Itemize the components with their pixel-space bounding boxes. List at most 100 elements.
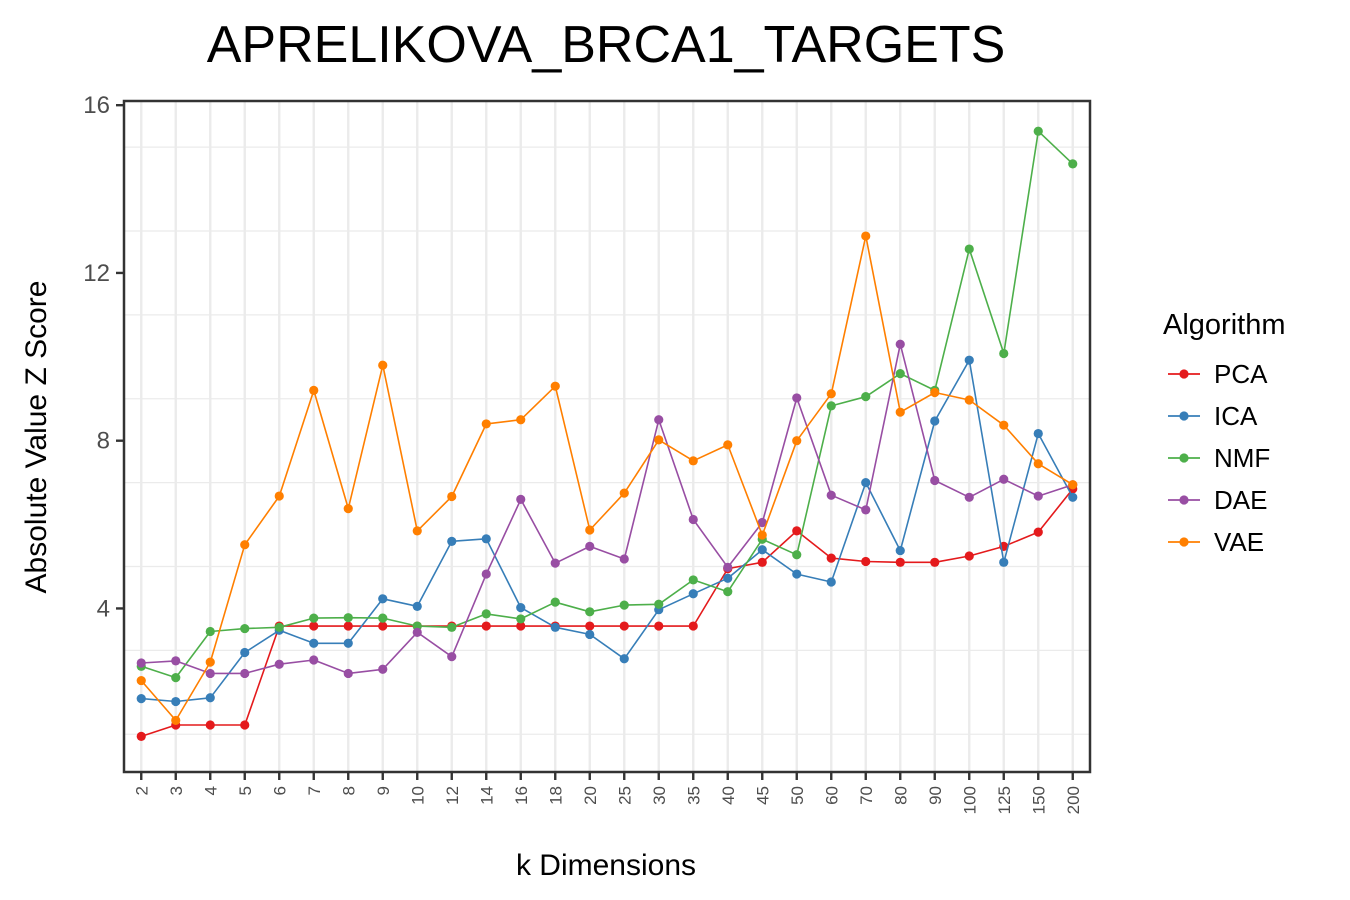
data-point-pca <box>895 557 905 567</box>
data-point-ica <box>826 577 836 587</box>
data-point-pca <box>792 526 802 536</box>
data-point-dae <box>516 494 526 505</box>
data-point-nmf <box>240 623 250 634</box>
legend-key-point <box>1179 453 1189 463</box>
data-point-dae <box>343 668 353 679</box>
data-point-pca <box>205 720 215 730</box>
series-line-ica <box>141 359 1074 703</box>
data-point-vae <box>412 526 422 536</box>
data-point-dae <box>378 664 388 674</box>
data-point-dae <box>240 668 250 679</box>
x-axis-title: k Dimensions <box>516 849 696 882</box>
data-point-ica <box>447 536 457 546</box>
data-point-ica <box>481 534 491 544</box>
data-point-pca <box>757 557 767 567</box>
data-point-vae <box>274 491 284 501</box>
data-point-vae <box>654 435 664 445</box>
data-point-ica <box>550 622 560 632</box>
data-point-vae <box>171 715 181 726</box>
x-tick-label: 200 <box>1064 786 1083 814</box>
x-tick-label: 4 <box>201 786 220 795</box>
x-tick-label: 90 <box>926 786 945 805</box>
x-tick-label: 6 <box>270 786 289 795</box>
x-tick-label: 100 <box>960 786 979 814</box>
x-tick-label: 10 <box>408 786 427 805</box>
data-point-vae <box>481 419 491 429</box>
data-point-vae <box>895 407 905 417</box>
data-point-dae <box>309 655 319 665</box>
data-point-pca <box>136 731 146 741</box>
y-axis: 4 8 12 16 <box>83 92 124 622</box>
data-point-pca <box>861 556 871 567</box>
data-point-pca <box>688 621 698 631</box>
data-point-nmf <box>619 600 629 610</box>
legend-label: ICA <box>1214 401 1258 431</box>
legend-label: DAE <box>1214 485 1267 515</box>
data-point-vae <box>792 436 802 446</box>
series-line-pca <box>141 488 1074 738</box>
data-point-ica <box>1068 492 1078 502</box>
x-axis: 2 3 4 5 6 7 8 9 10 12 14 16 18 20 25 30 35 40 45 50 60 70 80 90… <box>132 772 1083 814</box>
x-tick-label: 20 <box>581 786 600 805</box>
data-point-ica <box>757 545 767 555</box>
data-point-vae <box>688 456 698 466</box>
data-point-ica <box>205 693 215 703</box>
data-point-nmf <box>447 622 457 632</box>
data-point-vae <box>619 488 629 498</box>
legend-key-point <box>1179 369 1189 379</box>
data-point-ica <box>619 654 629 664</box>
data-point-nmf <box>205 626 215 637</box>
data-point-dae <box>412 627 422 637</box>
data-point-dae <box>688 514 698 525</box>
data-point-dae <box>723 562 733 572</box>
data-point-nmf <box>481 609 491 619</box>
data-point-nmf <box>343 613 353 623</box>
legend-label: VAE <box>1214 527 1264 557</box>
y-axis-title: Absolute Value Z Score <box>20 281 53 594</box>
x-tick-label: 25 <box>615 786 634 805</box>
x-tick-label: 9 <box>374 786 393 795</box>
data-point-ica <box>895 545 905 556</box>
data-point-vae <box>136 675 146 686</box>
data-point-nmf <box>550 597 560 607</box>
data-point-nmf <box>964 244 974 254</box>
x-tick-label: 125 <box>995 786 1014 814</box>
legend-item-dae: DAE <box>1168 485 1267 515</box>
series-vae <box>136 231 1078 726</box>
x-tick-label: 45 <box>753 786 772 805</box>
x-tick-label: 80 <box>891 786 910 805</box>
legend-label: PCA <box>1214 359 1268 389</box>
data-point-dae <box>861 505 871 515</box>
data-point-vae <box>723 440 733 450</box>
x-tick-label: 150 <box>1029 786 1048 814</box>
data-point-vae <box>447 491 457 502</box>
y-tick-label: 8 <box>97 428 110 455</box>
data-point-vae <box>930 387 940 398</box>
x-tick-label: 16 <box>512 786 531 805</box>
data-point-dae <box>550 558 560 568</box>
data-point-ica <box>723 573 733 583</box>
x-tick-label: 2 <box>132 786 151 795</box>
data-point-nmf <box>654 599 664 609</box>
data-point-nmf <box>516 614 526 624</box>
data-point-vae <box>309 385 319 395</box>
series-layer <box>136 126 1078 741</box>
series-line-nmf <box>141 130 1074 679</box>
data-point-vae <box>1068 480 1078 490</box>
data-point-pca <box>343 621 353 631</box>
data-point-ica <box>930 416 940 426</box>
data-point-pca <box>309 621 319 631</box>
data-point-nmf <box>723 587 733 597</box>
data-point-ica <box>309 638 319 648</box>
data-point-nmf <box>171 673 181 683</box>
y-tick-label: 12 <box>83 260 110 287</box>
data-point-vae <box>378 360 388 370</box>
data-point-dae <box>895 339 905 349</box>
legend-title: Algorithm <box>1163 309 1286 341</box>
data-point-vae <box>205 657 215 667</box>
series-pca <box>136 484 1078 741</box>
legend-key-point <box>1179 495 1189 505</box>
data-point-dae <box>654 415 664 425</box>
x-tick-label: 60 <box>822 786 841 805</box>
data-point-nmf <box>895 368 905 379</box>
